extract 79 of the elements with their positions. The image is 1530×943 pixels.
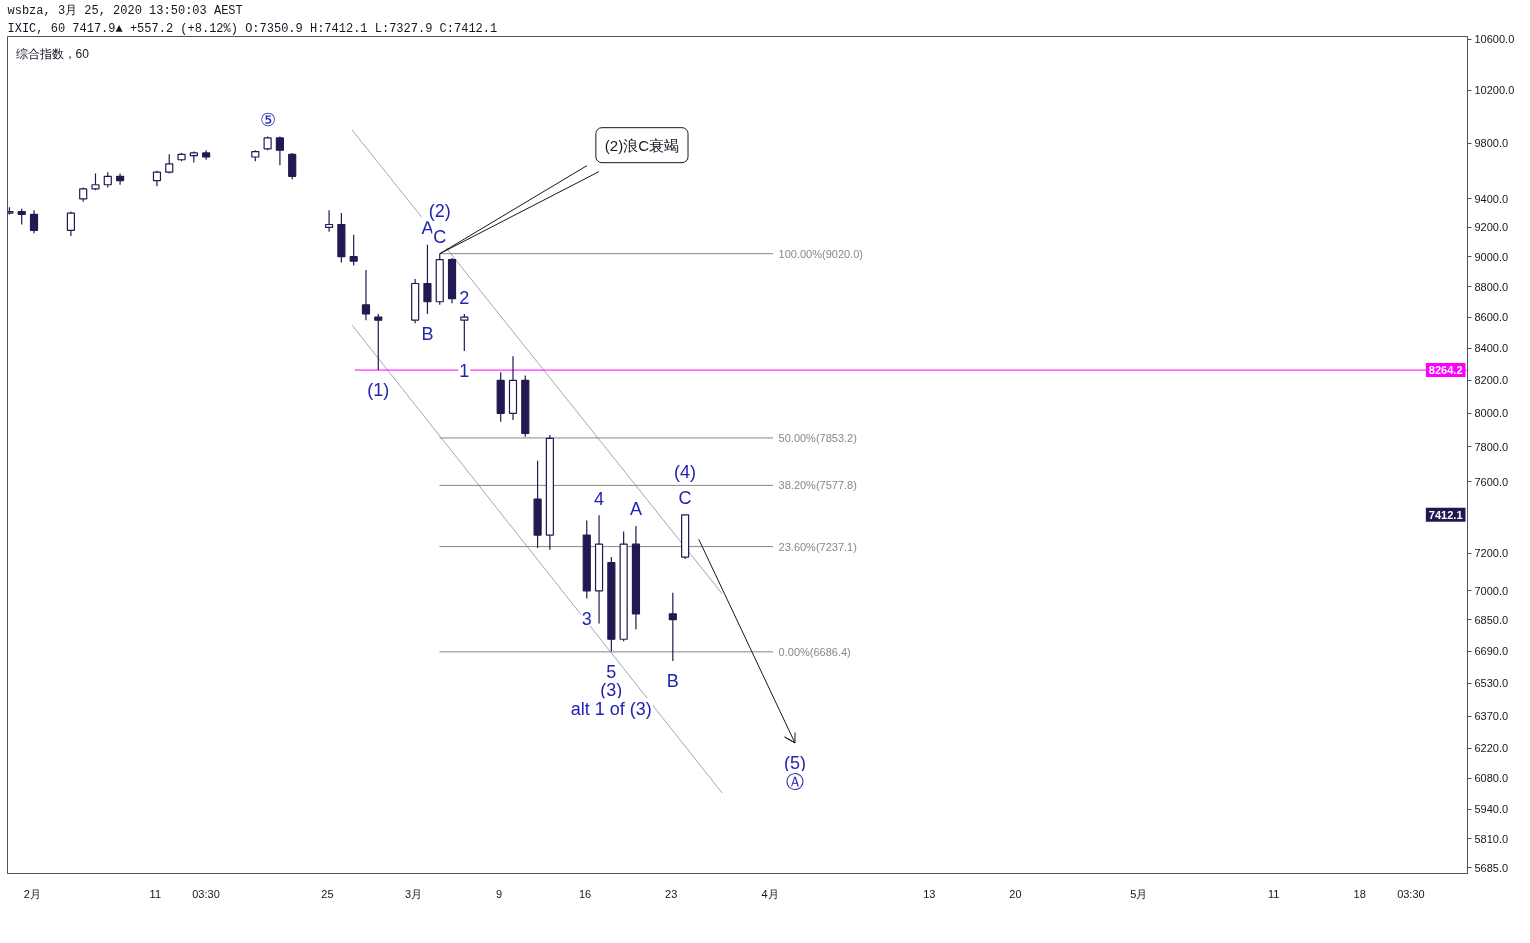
y-tick-label: 8000.0 xyxy=(1474,407,1509,420)
annotation: 2 xyxy=(459,287,470,308)
y-tick-label: 8800.0 xyxy=(1474,280,1509,293)
annotation: 1 xyxy=(459,361,470,382)
y-tick-label: 7800.0 xyxy=(1474,440,1509,453)
y-tick-label: 10600.0 xyxy=(1474,33,1515,46)
y-tick-label: 5685.0 xyxy=(1474,861,1509,874)
x-tick-label: 13 xyxy=(923,887,936,900)
y-tick-label: 5940.0 xyxy=(1474,803,1509,816)
annotation: (2)浪C衰竭 xyxy=(604,136,680,154)
y-tick-label: 8200.0 xyxy=(1474,374,1509,387)
candlestick xyxy=(423,244,432,315)
x-tick-label: 5月 xyxy=(1130,887,1148,900)
chart-subtitle: IXIC, 60 7417.9▲ +557.2 (+8.12%) O:7350.9 H:7412.1 L:7327.9 C:7412.1 xyxy=(7,21,498,36)
y-tick-label: 7200.0 xyxy=(1474,547,1509,560)
y-tick-label: 10200.0 xyxy=(1474,84,1515,97)
candlestick xyxy=(374,313,383,371)
candlestick xyxy=(668,592,677,662)
y-tick-label: 8400.0 xyxy=(1474,342,1509,355)
y-tick-label: 8600.0 xyxy=(1474,311,1509,324)
y-tick-label: 7000.0 xyxy=(1474,584,1509,597)
y-tick-label: 7600.0 xyxy=(1474,475,1509,488)
y-tick-label: 6370.0 xyxy=(1474,710,1509,723)
annotation: A xyxy=(629,499,642,519)
annotation: 5 xyxy=(606,661,617,682)
candlestick xyxy=(275,136,285,166)
y-tick-label: 9400.0 xyxy=(1474,192,1509,205)
annotation: Ⓐ xyxy=(785,771,804,792)
annotation: 4 xyxy=(594,488,605,509)
candlestick xyxy=(324,209,334,233)
x-tick-label: 23 xyxy=(665,887,678,900)
annotation: (4) xyxy=(674,461,697,482)
series-label: 100.00%(9020.0) xyxy=(778,247,863,260)
annotation: (3) xyxy=(600,680,623,701)
y-tick-label: 6690.0 xyxy=(1474,645,1509,658)
x-tick-label: 11 xyxy=(1267,887,1280,900)
y-tick-label: 5810.0 xyxy=(1474,832,1509,845)
x-tick-label: 18 xyxy=(1353,887,1366,900)
x-tick-label: 25 xyxy=(321,887,334,900)
candlestick xyxy=(460,313,469,352)
annotation: B xyxy=(421,324,434,345)
candlestick xyxy=(29,209,39,234)
y-tick-label: 6530.0 xyxy=(1474,677,1509,690)
candlestick xyxy=(288,152,297,180)
y-tick-label: 9000.0 xyxy=(1474,250,1509,263)
series-label: 8264.2 xyxy=(1428,364,1463,377)
x-tick-label: 2月 xyxy=(23,887,41,900)
annotation: C xyxy=(678,487,692,508)
x-tick-label: 03:30 xyxy=(192,887,220,900)
series-label: 23.60%(7237.1) xyxy=(778,540,857,553)
annotation: C xyxy=(433,226,447,247)
y-tick-label: 9200.0 xyxy=(1474,221,1509,234)
y-tick-label: 6080.0 xyxy=(1474,772,1509,785)
chart-title: wsbza, 3月 25, 2020 13:50:03 AEST xyxy=(7,3,243,18)
y-tick-label: 6850.0 xyxy=(1474,613,1509,626)
candlestick xyxy=(165,153,174,175)
annotation: alt 1 of (3) xyxy=(570,699,652,720)
y-tick-label: 9800.0 xyxy=(1474,137,1509,150)
series-label: 38.20%(7577.8) xyxy=(778,479,857,492)
x-tick-label: 16 xyxy=(578,887,592,900)
x-tick-label: 20 xyxy=(1009,887,1022,900)
x-tick-label: 4月 xyxy=(761,887,779,900)
annotation: 3 xyxy=(581,609,592,630)
annotation: 7412.1 xyxy=(1428,508,1463,521)
x-tick-label: 03:30 xyxy=(1397,887,1425,900)
x-tick-label: 9 xyxy=(495,887,503,900)
x-tick-label: 11 xyxy=(149,887,162,900)
annotation: 综合指数，60 xyxy=(15,46,90,61)
annotation: (1) xyxy=(367,380,390,401)
series-label: 50.00%(7853.2) xyxy=(778,431,857,444)
candlestick xyxy=(361,269,371,321)
series-label: 0.00%(6686.4) xyxy=(778,645,851,658)
candlestick xyxy=(349,234,358,267)
annotation: ⑤ xyxy=(259,109,276,130)
y-tick-label: 6220.0 xyxy=(1474,742,1509,755)
candlestick xyxy=(66,211,75,237)
annotation: B xyxy=(666,671,679,692)
x-tick-label: 3月 xyxy=(404,887,423,900)
candlestick xyxy=(115,172,125,186)
